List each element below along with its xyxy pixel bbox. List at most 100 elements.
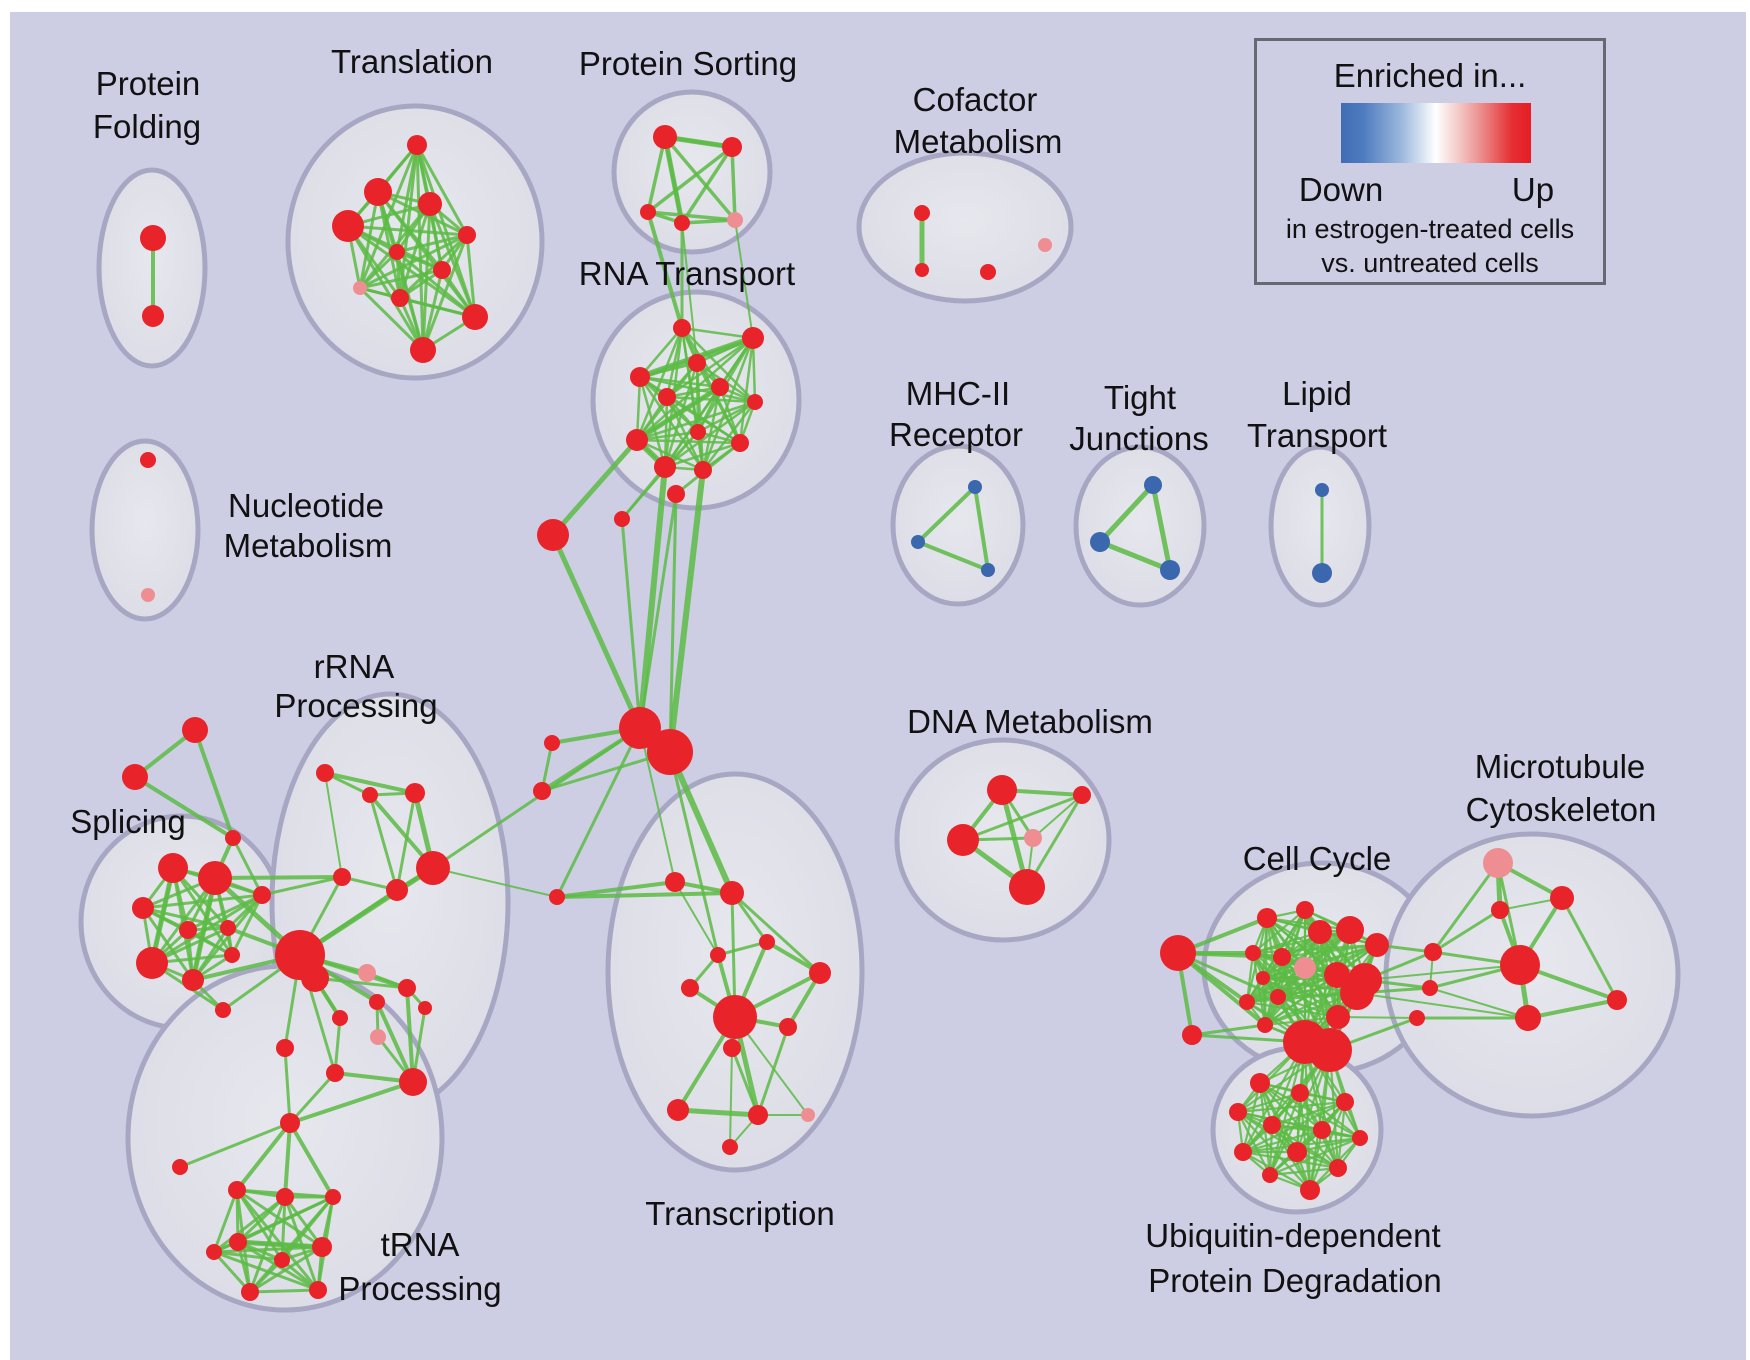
node-rr15[interactable] [276,1039,294,1057]
node-cc12[interactable] [1270,989,1286,1005]
node-cc6[interactable] [1245,945,1261,961]
node-tr11[interactable] [748,1105,768,1125]
node-ub9[interactable] [1287,1142,1307,1162]
node-tn3[interactable] [325,1189,341,1205]
node-rr5[interactable] [386,879,408,901]
node-t4[interactable] [332,210,364,242]
node-cc1[interactable] [1257,908,1277,928]
node-rt9[interactable] [626,429,648,451]
node-ps2[interactable] [722,137,742,157]
node-cc7[interactable] [1273,948,1291,966]
node-ov2[interactable] [1422,980,1438,996]
node-tr1[interactable] [665,872,685,892]
node-cc9[interactable] [1324,962,1350,988]
node-tj1[interactable] [1144,476,1162,494]
node-rt2[interactable] [742,327,764,349]
node-sp4[interactable] [136,947,168,979]
node-x6[interactable] [549,889,565,905]
node-tr12[interactable] [801,1108,815,1122]
node-tr8[interactable] [779,1018,797,1036]
node-ub1[interactable] [1250,1073,1270,1093]
node-rt5[interactable] [711,378,729,396]
node-sg3[interactable] [225,830,241,846]
node-ps3[interactable] [640,204,656,220]
node-x4[interactable] [544,735,560,751]
node-cc11[interactable] [1256,971,1270,985]
node-t2[interactable] [364,178,392,206]
node-cc13[interactable] [1239,994,1255,1010]
node-dm1[interactable] [987,775,1017,805]
node-mt6[interactable] [1607,990,1627,1010]
node-rt10[interactable] [731,434,749,452]
node-rr7b[interactable] [301,964,329,992]
node-rr10[interactable] [369,994,385,1010]
node-sp2[interactable] [198,861,232,895]
node-cc0[interactable] [1160,935,1196,971]
node-tn1[interactable] [228,1181,246,1199]
node-cc3[interactable] [1308,920,1332,944]
node-sp9[interactable] [253,886,271,904]
node-cc16[interactable] [1340,976,1374,1010]
node-tr10[interactable] [667,1099,689,1121]
node-rt1[interactable] [673,319,691,337]
node-ub3[interactable] [1336,1093,1354,1111]
node-x2[interactable] [614,511,630,527]
node-rr14[interactable] [399,1068,427,1096]
node-mt2[interactable] [1550,886,1574,910]
node-mt3[interactable] [1491,901,1509,919]
node-ov1[interactable] [1424,943,1442,961]
node-tr6[interactable] [681,979,699,997]
node-tj2[interactable] [1090,532,1110,552]
node-dm2[interactable] [947,824,979,856]
node-tr9[interactable] [723,1039,741,1057]
node-t10[interactable] [462,304,488,330]
node-tj3[interactable] [1160,560,1180,580]
node-t1[interactable] [407,135,427,155]
node-mt5[interactable] [1515,1005,1541,1031]
node-dm3[interactable] [1024,829,1042,847]
node-cc5[interactable] [1365,933,1389,957]
node-sp5[interactable] [182,969,204,991]
node-rr6[interactable] [416,851,450,885]
node-rt11[interactable] [654,456,676,478]
node-rr13[interactable] [370,1029,386,1045]
node-ub4[interactable] [1229,1103,1247,1121]
node-tr13[interactable] [722,1139,738,1155]
node-hub2[interactable] [647,729,693,775]
node-x5[interactable] [533,782,551,800]
node-rt8[interactable] [690,424,706,440]
node-m3[interactable] [981,563,995,577]
node-x1[interactable] [537,519,569,551]
node-cc14[interactable] [1257,1017,1273,1033]
node-rr2[interactable] [362,787,378,803]
node-t3[interactable] [418,192,442,216]
node-t8[interactable] [353,281,367,295]
node-cc0b[interactable] [1182,1025,1202,1045]
node-ub11[interactable] [1262,1167,1278,1183]
node-rr8[interactable] [358,964,376,982]
node-iso1[interactable] [172,1159,188,1175]
node-m1[interactable] [968,480,982,494]
node-tr2[interactable] [720,881,744,905]
node-pf1[interactable] [140,225,166,251]
node-ov3[interactable] [1409,1010,1425,1026]
node-sp8[interactable] [224,947,240,963]
node-tn5[interactable] [312,1237,332,1257]
node-mt4[interactable] [1500,945,1540,985]
node-tr5[interactable] [809,962,831,984]
node-rr9[interactable] [398,979,416,997]
node-tr3[interactable] [759,934,775,950]
node-cf3[interactable] [980,264,996,280]
node-rt7[interactable] [747,394,763,410]
node-cc8[interactable] [1294,957,1316,979]
node-ps1[interactable] [653,125,677,149]
node-ps4[interactable] [674,215,690,231]
node-cc4[interactable] [1336,916,1364,944]
node-cc15[interactable] [1326,1005,1350,1029]
node-rr3[interactable] [405,783,425,803]
node-ub7[interactable] [1352,1130,1368,1146]
node-sg1[interactable] [182,717,208,743]
node-ub12[interactable] [1300,1180,1320,1200]
node-tn9[interactable] [274,1252,290,1268]
node-cf2[interactable] [915,263,929,277]
